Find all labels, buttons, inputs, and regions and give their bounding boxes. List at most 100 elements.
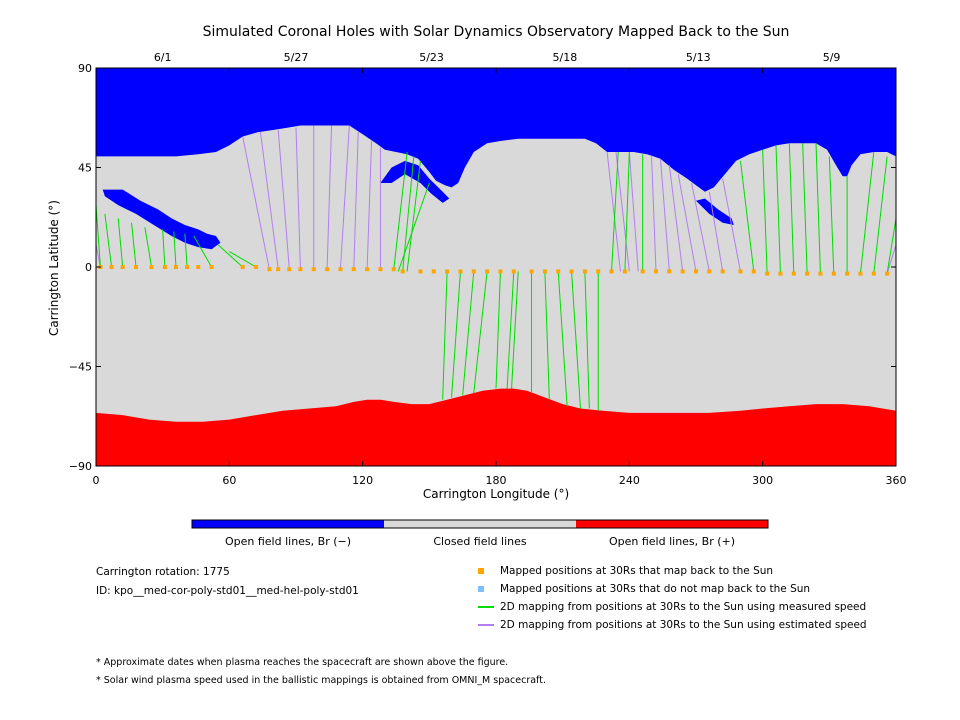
mapped-point [511,269,516,274]
mapped-point [209,265,214,269]
measured-speed-line [393,151,408,270]
measured-speed-line [511,271,519,389]
note-speed: * Solar wind plasma speed used in the ba… [96,675,546,686]
mapped-point [707,269,712,274]
mapped-point [400,269,405,274]
mapped-point [720,269,725,274]
mapped-point [267,267,272,272]
mapped-point [871,271,876,276]
mapped-point [582,269,587,274]
measured-speed-line [184,233,188,268]
estimated-speed-line [722,178,741,272]
measured-speed-line [788,143,795,274]
mapped-point [365,267,370,272]
measured-speed-line [104,213,113,268]
mapped-point [196,265,201,269]
coronal-hole-patch-2 [380,160,450,203]
colorbar-label: Closed field lines [433,535,527,548]
carrington-rotation: Carrington rotation: 1775 [96,566,230,578]
estimated-speed-line [606,151,621,272]
measured-speed-line [229,251,257,268]
mapped-point [298,267,303,272]
estimated-speed-line [691,182,710,272]
x-tick-label: 60 [222,474,236,487]
x-tick-label: 300 [752,474,773,487]
mapped-point [391,267,396,272]
legend-square-swatch [478,568,484,574]
measured-speed-line [624,152,630,272]
legend-item: 2D mapping from positions at 30Rs to the… [478,619,867,631]
mapped-point [471,269,476,274]
legend-line-swatch [478,624,494,626]
measured-speed-line [571,271,581,409]
measured-speed-line [802,143,808,274]
measured-speed-line [144,227,153,268]
top-date-label: 5/13 [686,51,711,64]
mapped-point [418,269,423,274]
measured-speed-line [506,271,515,389]
measured-speed-line [828,156,835,274]
legend-line-swatch [478,606,494,608]
measured-speed-line [462,271,475,396]
measured-speed-line [557,271,568,407]
mapped-point [254,265,258,269]
mapped-point [778,271,783,276]
measured-speed-line [451,271,461,398]
colorbar: Open field lines, Br (−) Closed field lin… [191,519,769,548]
x-axis-label: Carrington Longitude (°) [423,487,569,501]
measured-speed-line [815,143,821,274]
legend-label: 2D mapping from positions at 30Rs to the… [500,619,867,631]
mapped-point [325,267,330,272]
mapped-point [174,265,178,269]
top-date-label: 5/18 [553,51,578,64]
mapped-point [556,269,561,274]
mapped-point [805,271,810,276]
y-tick-label: 45 [78,162,92,175]
mapped-point [109,265,114,269]
mapped-point [818,271,823,276]
estimated-speed-line [708,191,724,272]
mapped-point [276,267,281,272]
mapped-point [529,269,534,274]
legend-item: Mapped positions at 30Rs that do not map… [478,583,810,595]
estimated-speed-line [295,127,301,270]
measured-speed-line [611,151,619,272]
measured-speed-line [859,151,875,274]
mapped-point [667,269,672,274]
legend-label: Mapped positions at 30Rs that do not map… [500,583,811,595]
estimated-speed-line [615,151,630,272]
mapped-point [738,269,743,274]
chart-title: Simulated Coronal Holes with Solar Dynam… [203,24,790,40]
mapped-point [458,269,463,274]
axes: 0 60 120 180 240 300 360 90 45 0 −45 −90 [69,62,907,487]
estimated-speed-line [277,129,290,270]
mapped-point [654,269,658,274]
top-date-label: 5/23 [419,51,444,64]
measured-speed-line [544,271,550,400]
mapped-point [609,269,614,274]
mapped-point [338,267,343,272]
colorbar-frame [191,519,769,529]
y-tick-label: 90 [78,62,92,75]
estimated-speed-line [326,125,333,270]
coronal-hole-patch-3 [696,198,734,225]
mapped-point [858,271,863,276]
estimated-speed-line [366,140,373,270]
estimated-speed-line [886,244,897,274]
measured-speed-line [217,244,244,268]
y-tick-label: 0 [85,261,92,274]
y-tick-label: −90 [69,460,92,473]
mapped-point [149,265,154,269]
measured-speed-line [739,160,755,272]
mapped-point [287,267,292,272]
mapped-point [120,265,125,269]
top-date-label: 5/27 [284,51,309,64]
estimated-speed-line [628,151,639,272]
legend-square-swatch [478,586,484,592]
legend-label: 2D mapping from positions at 30Rs to the… [500,601,867,613]
estimated-speed-line [242,136,270,270]
top-date-label: 5/9 [823,51,841,64]
plot-area [95,68,897,466]
measured-speed-line [473,271,488,394]
colorbar-segment [384,520,576,528]
